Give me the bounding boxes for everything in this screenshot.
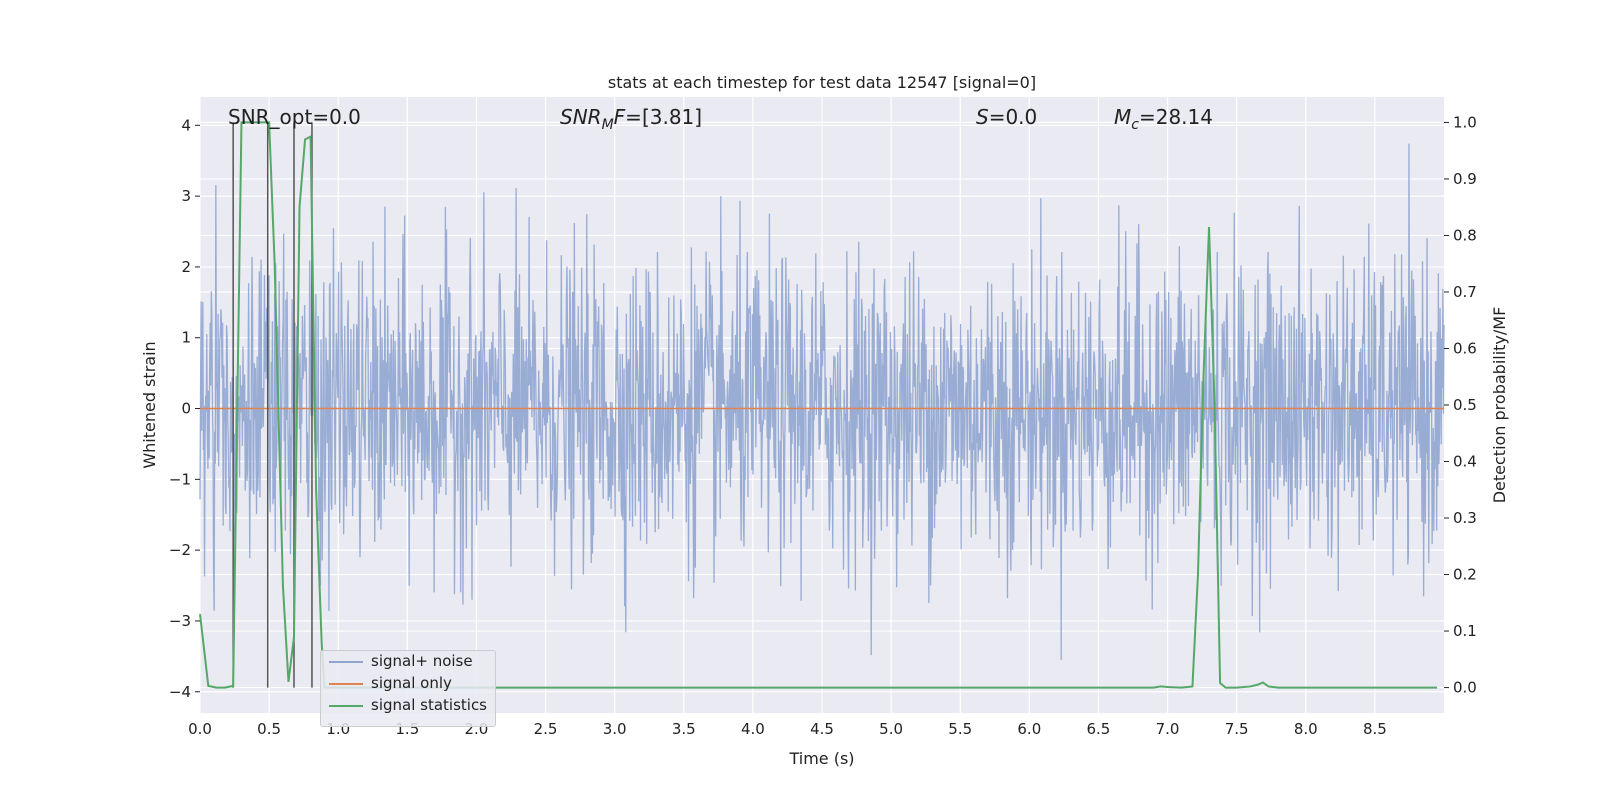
x-tick-label: 8.0 [1294,720,1318,738]
legend-label-noise: signal+ noise [371,652,473,670]
s-annotation: S=0.0 [976,105,1037,129]
x-tick-label: 4.0 [741,720,765,738]
y-tick-label-right: 0.8 [1453,226,1477,244]
y-tick-label-right: 0.5 [1453,396,1477,414]
legend-label-statistics: signal statistics [371,696,488,714]
y-tick-label-left: 3 [181,187,191,205]
y-tick-label-left: −1 [169,470,191,488]
y-tick-label-left: 1 [181,329,191,347]
legend: signal+ noise signal only signal statist… [320,650,496,727]
legend-swatch-statistics [329,705,363,707]
x-tick-label: 2.5 [534,720,558,738]
chart-title: stats at each timestep for test data 125… [608,73,1036,92]
y-tick-label-right: 0.9 [1453,170,1477,188]
statistics-line [199,121,1438,689]
y-axis-label-left: Whitened strain [140,341,159,468]
mc-annotation: Mc=28.14 [1114,105,1213,133]
y-tick-label-right: 0.0 [1453,679,1477,697]
y-tick-label-right: 0.7 [1453,283,1477,301]
s-value: =0.0 [989,105,1038,129]
x-tick-label: 8.5 [1363,720,1387,738]
legend-item-statistics: signal statistics [321,695,495,717]
legend-item-signal-only: signal only [321,673,495,695]
x-tick-label: 0.5 [257,720,281,738]
x-tick-label: 7.0 [1156,720,1180,738]
x-tick-label: 3.5 [672,720,696,738]
y-tick-label-left: 0 [181,400,191,418]
x-axis-label: Time (s) [788,749,854,768]
snr-mf-value: [3.81] [642,105,702,129]
x-tick-label: 5.0 [879,720,903,738]
y-tick-label-right: 0.1 [1453,622,1477,640]
y-tick-label-right: 0.2 [1453,566,1477,584]
x-tick-label: 6.5 [1087,720,1111,738]
legend-item-noise: signal+ noise [321,651,495,673]
legend-label-signal-only: signal only [371,674,452,692]
x-tick-label: 5.5 [948,720,972,738]
y-tick-labels-right: 0.0 0.1 0.2 0.3 0.4 0.5 0.6 0.7 0.8 0.9 1.0 [1444,113,1477,697]
y-tick-label-left: 4 [181,116,191,134]
x-tick-label: 3.0 [603,720,627,738]
x-tick-label: 7.5 [1225,720,1249,738]
y-tick-label-left: −2 [169,541,191,559]
x-tick-label: 4.5 [810,720,834,738]
x-tick-label: 6.0 [1017,720,1041,738]
noise-line [199,143,1445,660]
y-tick-label-right: 0.6 [1453,339,1477,357]
snr-opt-annotation: SNR_opt=0.0 [228,105,361,129]
y-tick-label-right: 0.4 [1453,453,1477,471]
x-tick-labels: 0.0 0.5 1.0 1.5 2.0 2.5 3.0 3.5 4.0 4.5 5.0 5.5 6.0 6… [188,720,1387,738]
mc-value: =28.14 [1139,105,1213,129]
statistics-series [199,121,1438,689]
y-tick-label-left: 2 [181,258,191,276]
y-tick-labels-left: −4 −3 −2 −1 0 1 2 3 4 [169,116,200,701]
legend-swatch-signal-only [329,683,363,685]
noise-series [199,143,1445,660]
x-tick-label: 0.0 [188,720,212,738]
y-tick-label-left: −4 [169,683,191,701]
y-axis-label-right: Detection probability/MF [1490,307,1509,504]
y-tick-label-right: 1.0 [1453,113,1477,131]
y-tick-label-right: 0.3 [1453,509,1477,527]
y-tick-label-left: −3 [169,612,191,630]
snr-mf-annotation: SNRMF=[3.81] [560,105,702,133]
legend-swatch-noise [329,661,363,663]
